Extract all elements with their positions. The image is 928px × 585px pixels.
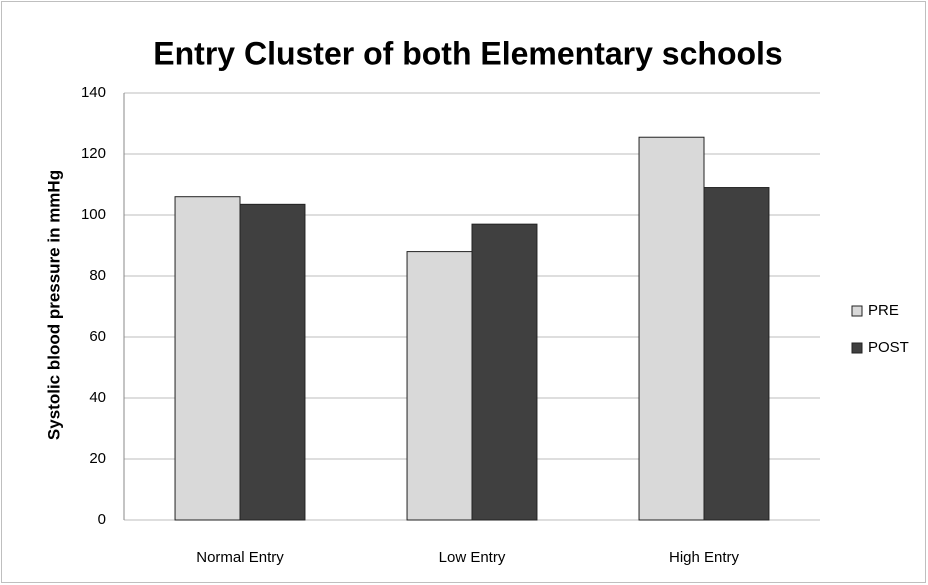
bar [174,196,241,521]
x-tick-label: Normal Entry [196,549,284,566]
y-tick-label: 100 [81,206,106,223]
y-tick-label: 20 [89,450,106,467]
legend-label: PRE [868,302,899,319]
bar [239,203,306,521]
y-tick-label: 40 [89,389,106,406]
y-tick-label: 120 [81,145,106,162]
legend-label: POST [868,339,909,356]
y-tick-label: 60 [89,328,106,345]
chart-title: Entry Cluster of both Elementary schools [153,35,782,71]
y-tick-label: 80 [89,267,106,284]
bar [638,136,705,521]
legend-swatch [851,342,863,354]
y-tick-label: 140 [81,84,106,101]
legend-swatch [851,305,863,317]
bar [703,187,770,521]
x-tick-label: Low Entry [439,549,506,566]
y-axis-title: Systolic blood pressure in mmHg [44,170,63,440]
bar [406,251,473,521]
x-tick-label: High Entry [669,549,740,566]
bar [471,223,538,521]
y-tick-label: 0 [98,511,106,528]
